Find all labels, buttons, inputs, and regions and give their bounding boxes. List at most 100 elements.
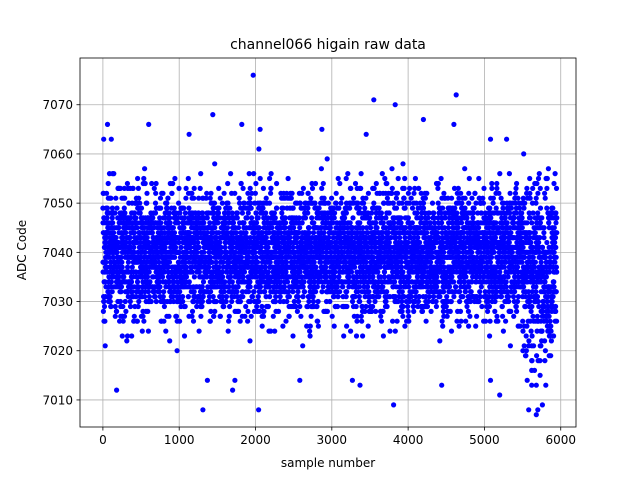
data-point [270,313,276,319]
data-point [408,195,414,201]
data-point [144,274,151,280]
data-point [371,185,377,191]
data-point [125,259,131,265]
data-point [374,225,380,231]
data-point [260,185,266,191]
data-point [222,279,228,285]
data-point [191,185,197,191]
data-point [148,298,154,305]
data-point [254,220,260,226]
data-point [166,313,172,319]
data-point [197,185,203,191]
data-point [217,239,223,246]
data-point [191,195,197,201]
data-point [102,318,108,324]
data-point [176,200,182,206]
data-point [406,318,412,324]
data-point [309,185,316,191]
data-point [373,308,379,314]
data-point [384,289,390,295]
data-point [241,220,247,226]
data-point [151,185,157,191]
data-point [295,289,301,295]
data-point [437,294,443,300]
data-point [331,215,337,221]
data-point [457,308,464,314]
data-point [406,284,412,290]
data-point [244,215,250,221]
data-point [189,308,196,314]
data-point [384,303,390,310]
data-point [300,343,306,349]
data-point [171,205,177,211]
data-point [443,303,449,310]
data-point [167,215,173,221]
data-point [259,303,265,310]
data-point [312,200,318,206]
data-point [133,215,139,221]
data-point [340,284,346,290]
data-point [466,175,472,182]
data-point [198,171,204,177]
data-point [466,323,472,329]
data-point [210,294,216,300]
data-point [297,303,303,310]
data-point [156,259,162,265]
data-point [259,323,265,329]
data-point [123,230,129,236]
data-point [254,303,260,310]
data-point [110,254,116,260]
data-point [222,244,228,250]
data-point [399,298,405,305]
data-point [174,348,180,354]
data-point [283,269,289,275]
data-point [471,205,477,211]
data-point [285,175,291,182]
data-point [477,289,483,295]
data-point [455,185,461,191]
data-point [108,195,114,201]
data-point [173,244,179,250]
data-point [469,249,475,255]
data-point [370,274,376,280]
data-point [252,249,258,255]
data-point [361,200,367,206]
data-point [321,230,327,236]
data-point [252,190,258,196]
data-point [365,323,371,329]
data-point [191,274,197,280]
data-point [284,279,291,285]
data-point [425,215,431,221]
data-point [399,200,405,206]
data-point [271,210,277,216]
data-point [400,161,406,167]
data-point [301,289,308,295]
data-point [212,225,218,231]
data-point [402,205,408,211]
data-point [247,279,253,285]
data-point [248,313,254,319]
data-point [314,284,320,290]
data-point [441,249,447,255]
data-point [394,318,400,324]
data-point [384,195,390,201]
data-point [171,230,178,236]
data-point [400,269,406,275]
data-point [201,249,207,255]
data-point [262,264,268,270]
data-point [348,269,355,275]
data-point [170,180,176,187]
data-point [319,289,325,295]
data-point [393,195,399,201]
data-point [384,180,390,187]
data-point [262,289,268,295]
data-point [402,323,408,329]
data-point [141,175,147,182]
data-point [440,205,446,211]
data-point [234,215,240,221]
data-point [199,284,205,290]
data-point [449,195,455,201]
data-point [447,308,453,314]
data-point [359,318,365,324]
data-point [238,180,244,187]
